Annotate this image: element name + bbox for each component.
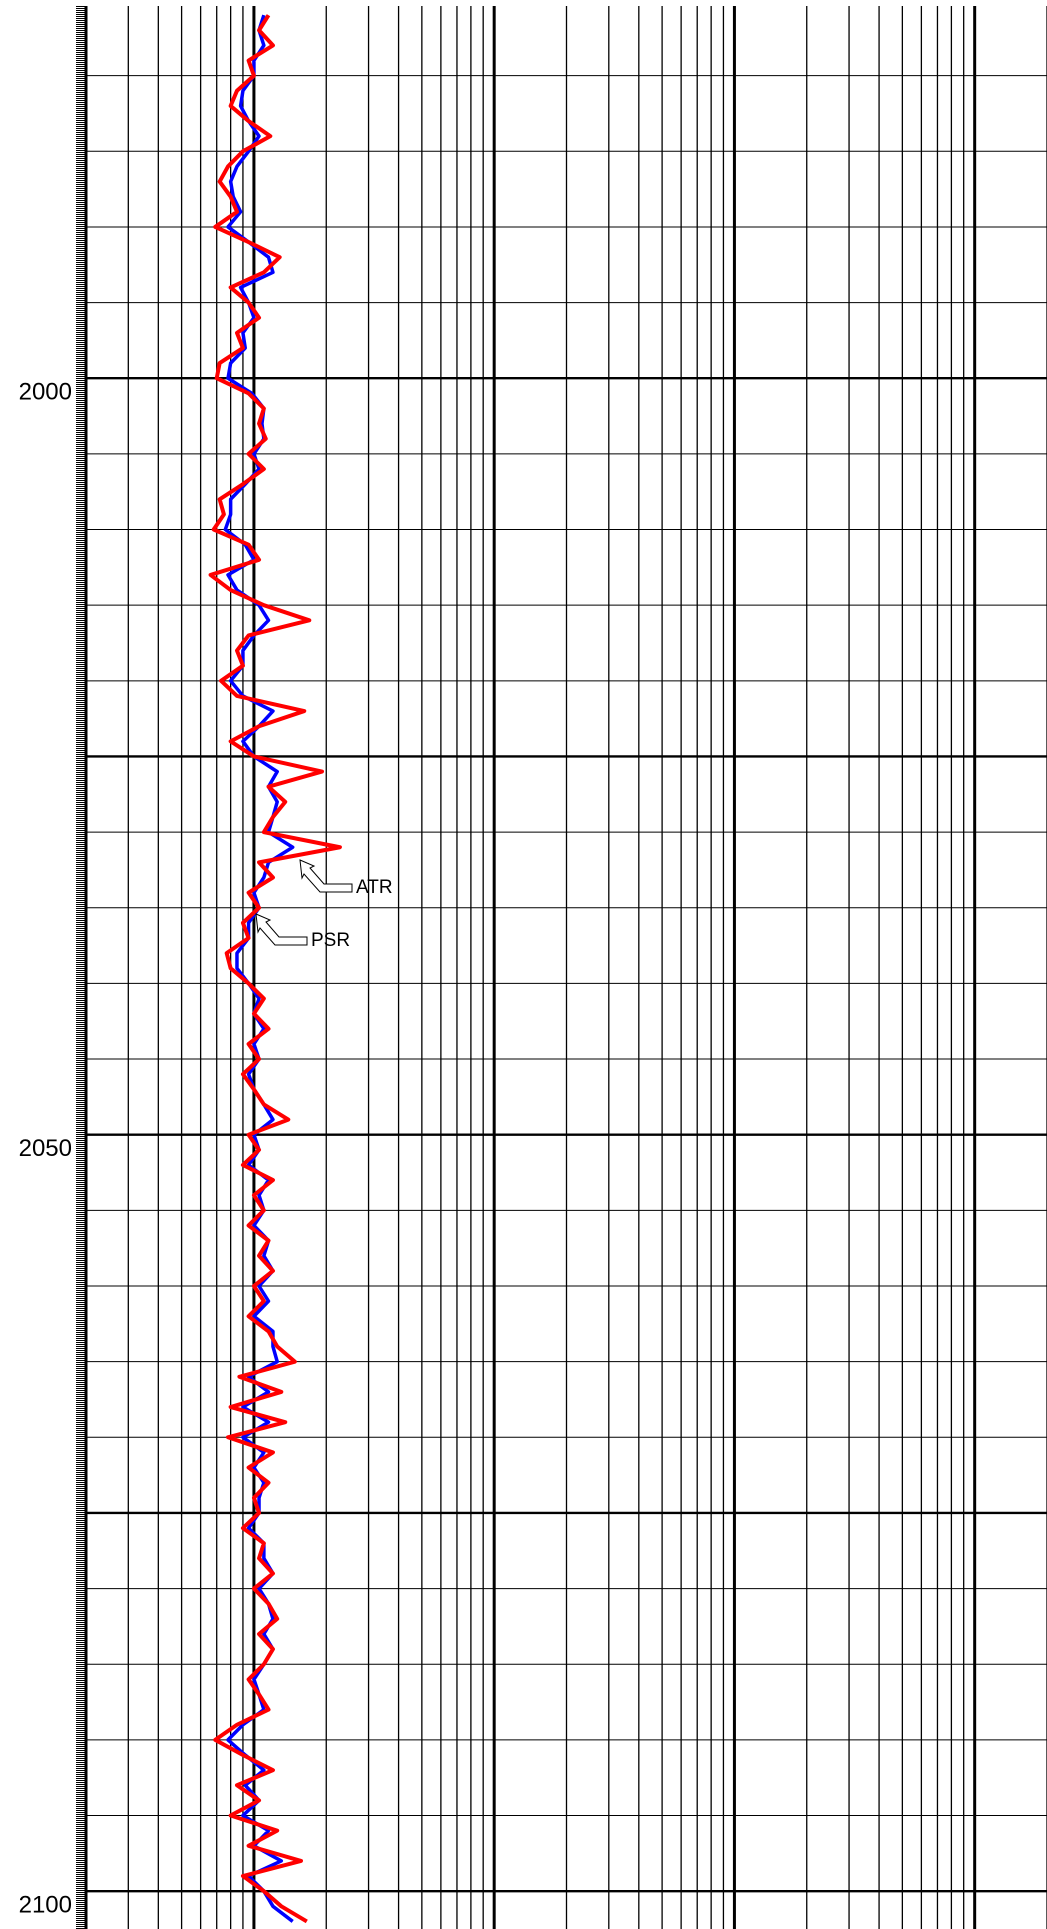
y-tick-label: 2000 xyxy=(19,379,72,406)
y-tick-label: 2050 xyxy=(19,1135,72,1162)
callout-arrow xyxy=(255,913,308,946)
log-curve xyxy=(208,14,342,1924)
curve-label: ATR xyxy=(356,877,393,898)
callout-arrow xyxy=(299,859,353,893)
curve-label: PSR xyxy=(311,930,350,951)
depth-axis-hatch xyxy=(76,6,86,1929)
y-tick-label: 2100 xyxy=(19,1892,72,1919)
